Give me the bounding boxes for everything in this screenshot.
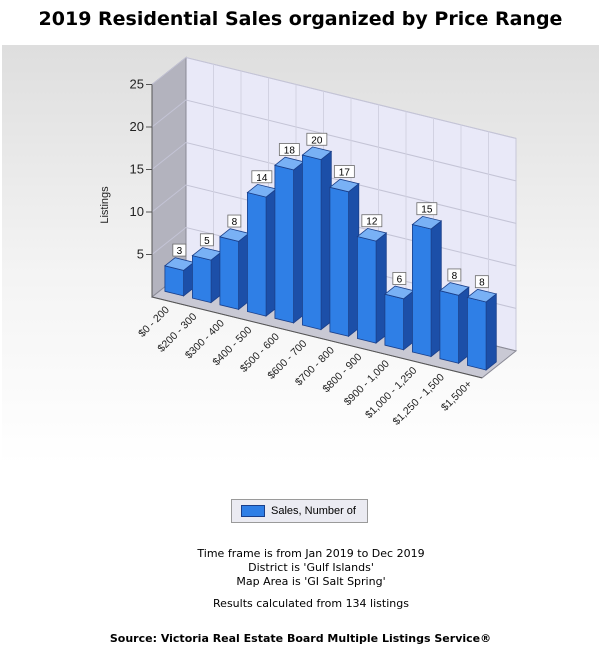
bar	[274, 156, 305, 324]
bar-front	[164, 265, 185, 297]
bar	[329, 178, 360, 338]
bar-top	[466, 288, 498, 303]
data-label-box	[278, 143, 300, 156]
data-label-box	[361, 214, 383, 228]
info-timeframe: Time frame is from Jan 2019 to Dec 2019	[197, 547, 425, 560]
data-label-box	[306, 132, 328, 146]
bar	[466, 288, 498, 371]
data-label: 3	[177, 246, 183, 257]
bar	[301, 146, 333, 331]
bar	[411, 215, 443, 358]
bar	[191, 247, 223, 304]
chart-title: 2019 Residential Sales organized by Pric…	[38, 8, 563, 30]
source-footer: Source: Victoria Real Estate Board Multi…	[109, 632, 492, 645]
data-label: 8	[232, 217, 238, 228]
bar-top	[356, 227, 388, 242]
y-axis-title: Listings	[99, 186, 111, 224]
data-label: 8	[479, 278, 485, 289]
bar-front	[274, 164, 295, 324]
bar	[219, 228, 250, 311]
bar-front	[439, 290, 460, 364]
bar-front	[219, 236, 240, 310]
data-label-box	[172, 243, 187, 257]
y-tick-label: 5	[137, 247, 144, 262]
bar-front	[329, 186, 350, 337]
bar-side	[485, 293, 497, 371]
data-label: 6	[397, 274, 403, 285]
info-district: District is 'Gulf Islands'	[248, 561, 374, 574]
data-label: 18	[284, 146, 296, 157]
legend-swatch	[241, 505, 265, 517]
bar-front	[356, 235, 377, 344]
y-tick-label: 20	[130, 119, 144, 134]
info-map-area: Map Area is 'GI Salt Spring'	[236, 575, 386, 588]
data-label-box	[392, 272, 407, 285]
bar-front	[246, 191, 267, 317]
bar-top	[411, 215, 443, 230]
bar	[384, 285, 415, 351]
data-label-box	[199, 233, 214, 247]
chart-panel: 5 10 15 20 25 Listings 3 $0 - 200 5 $200 - 300 8 $…	[2, 45, 599, 465]
bar-front	[301, 154, 322, 331]
bar-front	[466, 296, 487, 371]
data-label: 8	[452, 271, 458, 282]
data-label: 12	[366, 217, 378, 228]
legend-label: Sales, Number of	[271, 505, 356, 517]
bar-top	[439, 282, 470, 296]
data-label-box	[251, 170, 273, 184]
data-label-box	[227, 214, 242, 228]
y-tick-label: 15	[130, 162, 144, 177]
data-label-box	[416, 202, 438, 216]
bar-top	[329, 178, 360, 193]
data-label: 17	[339, 167, 351, 178]
y-tick-label: 10	[130, 204, 144, 219]
data-label: 14	[256, 173, 268, 184]
bar	[439, 282, 470, 365]
data-label-box	[333, 165, 355, 178]
bar	[164, 257, 195, 297]
bar-front	[191, 255, 212, 304]
info-results: Results calculated from 134 listings	[213, 597, 409, 610]
data-label: 15	[421, 205, 433, 216]
x-axis-line	[151, 296, 483, 379]
data-label-box	[474, 275, 489, 289]
bar-front	[384, 293, 405, 351]
y-tick-label: 25	[130, 77, 144, 92]
data-label: 5	[204, 236, 210, 247]
bar	[246, 183, 278, 317]
bar	[356, 227, 388, 344]
x-tick-label: $1,500+	[439, 378, 475, 414]
bar-front	[411, 223, 432, 358]
data-label: 20	[311, 135, 323, 146]
data-label-box	[447, 268, 462, 282]
bar-top	[301, 146, 333, 161]
chart-legend: Sales, Number of	[231, 499, 368, 523]
